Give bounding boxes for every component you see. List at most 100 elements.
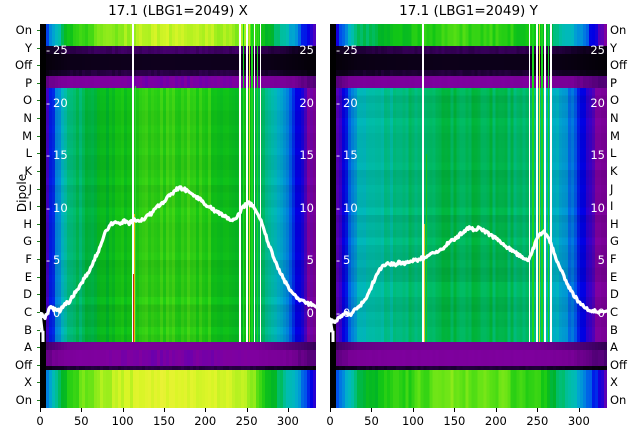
overlay-trace-x	[40, 185, 316, 342]
spectral-line-artifact	[239, 24, 241, 342]
heatmap-band	[330, 70, 607, 76]
x-tick	[287, 408, 289, 412]
category-axis-right: On Y Off P O N M L K J I H G F E D C B A Off X On	[607, 24, 640, 408]
heatmap-band	[40, 366, 316, 370]
category-label: Off	[15, 58, 32, 73]
heatmap-band	[330, 370, 607, 408]
category-label: F	[610, 252, 617, 267]
heatmap-band	[330, 88, 607, 342]
spectral-line-artifact	[251, 24, 253, 342]
inner-y-tick-label: 25	[590, 43, 605, 57]
heatmap-band	[330, 24, 607, 46]
spectral-line-artifact	[550, 24, 552, 342]
inner-y-tick-label: 20	[590, 95, 605, 110]
spectral-line-artifact	[536, 24, 538, 342]
category-label: E	[610, 269, 618, 284]
spectral-line-artifact	[133, 274, 134, 342]
spectral-line-artifact	[532, 24, 534, 342]
inner-y-tick-label: -25	[336, 43, 358, 57]
category-label: A	[24, 340, 32, 355]
category-label: M	[610, 128, 620, 143]
spectral-line-artifact	[243, 24, 245, 342]
x-tick-label: 50	[364, 414, 379, 428]
category-label: D	[23, 287, 32, 302]
category-label: H	[23, 216, 32, 231]
inner-y-tick-label: -5	[336, 253, 351, 268]
category-axis-left: On Y Off P O N M L K J I H G F E D C B A Off X On	[0, 24, 34, 408]
spectral-line-artifact	[135, 86, 137, 342]
heatmap-band	[40, 46, 316, 54]
panel-title-y: 17.1 (LBG1=2049) Y	[399, 3, 538, 19]
heatmap-bands-x	[40, 24, 316, 408]
inner-y-tick-label: 15	[590, 148, 605, 163]
inner-y-tick-label: -20	[46, 95, 68, 110]
inner-y-tick-label: 5	[597, 253, 605, 268]
inner-y-tick-label: 25	[299, 43, 314, 57]
heatmap-stripes-y	[330, 24, 607, 408]
x-tick-label: 200	[194, 414, 217, 428]
x-axis-y: 0 50 100 150 200 250 300	[326, 408, 607, 438]
spectral-line-artifact	[424, 224, 425, 342]
spectral-line-artifact	[541, 24, 543, 342]
inner-y-labels-y: -25 25 -20 20 -15 15 -10 10 -5 5 -0 0	[330, 24, 607, 408]
category-label: L	[610, 146, 617, 161]
heatmap-stripes-x	[40, 24, 316, 408]
category-label: K	[24, 163, 32, 178]
category-label: E	[24, 269, 32, 284]
x-tick	[81, 408, 83, 412]
x-tick	[205, 408, 207, 412]
x-tick-label: 150	[152, 414, 175, 428]
spectral-line-artifact	[422, 24, 425, 342]
inner-y-tick-label: -15	[46, 148, 68, 163]
waterfall-panel-x[interactable]: -25 25 -20 20 -15 15 -10 10 -5 5 -0 0	[40, 24, 316, 408]
x-tick-label: 100	[401, 414, 424, 428]
inner-y-tick-label: 5	[306, 253, 314, 268]
category-label: On	[610, 23, 627, 37]
heatmap-band	[330, 54, 607, 70]
spectral-line-artifact	[131, 24, 134, 342]
category-label: B	[610, 322, 618, 337]
x-tick	[454, 408, 456, 412]
heatmap-band	[40, 350, 316, 366]
inner-y-labels-x: -25 25 -20 20 -15 15 -10 10 -5 5 -0 0	[40, 24, 316, 408]
spectral-line-artifact	[257, 24, 259, 342]
heatmap-band	[40, 370, 316, 408]
spectral-line-artifact	[538, 24, 540, 342]
heatmap-row-shading	[330, 88, 607, 342]
heatmap-band	[40, 70, 316, 76]
category-label: P	[610, 75, 617, 90]
inner-y-tick-label: -0	[46, 306, 61, 320]
inner-y-tick-label: 10	[590, 200, 605, 215]
spectral-line-artifact	[134, 214, 135, 342]
heatmap-band	[330, 366, 607, 370]
category-label: K	[610, 163, 618, 178]
category-label: M	[22, 128, 32, 143]
category-label: J	[28, 181, 32, 196]
spectral-line-artifact	[246, 24, 248, 342]
inner-y-tick-label: -10	[336, 200, 358, 215]
category-label: O	[610, 93, 620, 108]
category-label: O	[22, 93, 32, 108]
category-label: L	[25, 146, 32, 161]
x-tick-label: 0	[326, 414, 334, 428]
x-tick-label: 50	[73, 414, 89, 428]
inner-y-tick-label: 10	[299, 200, 314, 215]
waterfall-panel-y[interactable]: -25 25 -20 20 -15 15 -10 10 -5 5 -0 0	[330, 24, 607, 408]
spectral-line-artifact	[259, 24, 262, 342]
category-label: G	[23, 234, 32, 249]
category-label: Y	[24, 40, 32, 55]
heatmap-row-shading	[40, 88, 316, 342]
x-tick	[246, 408, 248, 412]
spectral-line-artifact	[544, 24, 546, 342]
x-tick	[495, 408, 497, 412]
heatmap-band	[40, 342, 316, 350]
inner-y-tick-label: -0	[336, 306, 351, 320]
category-label: Off	[610, 357, 627, 372]
category-label: J	[610, 181, 614, 196]
x-tick-label: 100	[111, 414, 134, 428]
x-tick-label: 0	[36, 414, 44, 428]
x-tick	[578, 408, 580, 412]
inner-y-tick-label: -5	[46, 253, 61, 268]
category-label: X	[610, 375, 618, 390]
inner-y-tick-label: 0	[597, 306, 605, 320]
